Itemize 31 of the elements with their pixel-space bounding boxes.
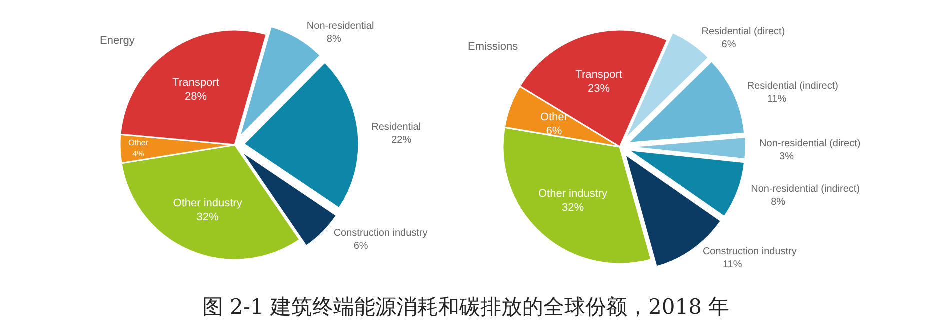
slice-label: Residential (indirect) <box>747 80 838 92</box>
text: 图 2-1 建筑终端能源消耗和碳排放的全球份额，2018 年 <box>202 295 730 319</box>
slice-label: Other <box>128 138 149 148</box>
data-label: 32% <box>562 202 584 214</box>
data-label: 11% <box>722 260 742 271</box>
data-label: 32% <box>196 211 220 224</box>
slice-label: Other industry <box>173 197 243 210</box>
slice-label: Residential <box>372 122 422 134</box>
slice-label: Residential (direct) <box>702 26 786 38</box>
slice-label: Non-residential <box>306 20 374 32</box>
slice-label: Transport <box>576 69 622 82</box>
data-label: 6% <box>722 40 736 51</box>
data-label: 4% <box>132 149 144 158</box>
data-label: 6% <box>546 126 562 138</box>
slice-label: Transport <box>172 77 220 90</box>
slice-label: Construction industry <box>334 228 428 240</box>
slice-label: Construction industry <box>702 246 797 258</box>
text: Emissions <box>468 41 519 53</box>
data-label: 8% <box>771 196 786 208</box>
data-label: 6% <box>354 241 368 252</box>
data-label: 8% <box>326 34 342 45</box>
data-label: 23% <box>588 83 610 96</box>
data-label: 3% <box>780 151 794 162</box>
slice-label: Non-residential (direct) <box>760 138 861 150</box>
text: Energy <box>100 35 136 47</box>
slice-label: Other industry <box>538 188 608 200</box>
slice-label: Other <box>540 112 568 124</box>
slice-label: Non-residential (indirect) <box>751 184 860 195</box>
data-label: 22% <box>392 135 412 146</box>
data-label: 28% <box>185 91 208 104</box>
data-label: 11% <box>767 94 787 105</box>
